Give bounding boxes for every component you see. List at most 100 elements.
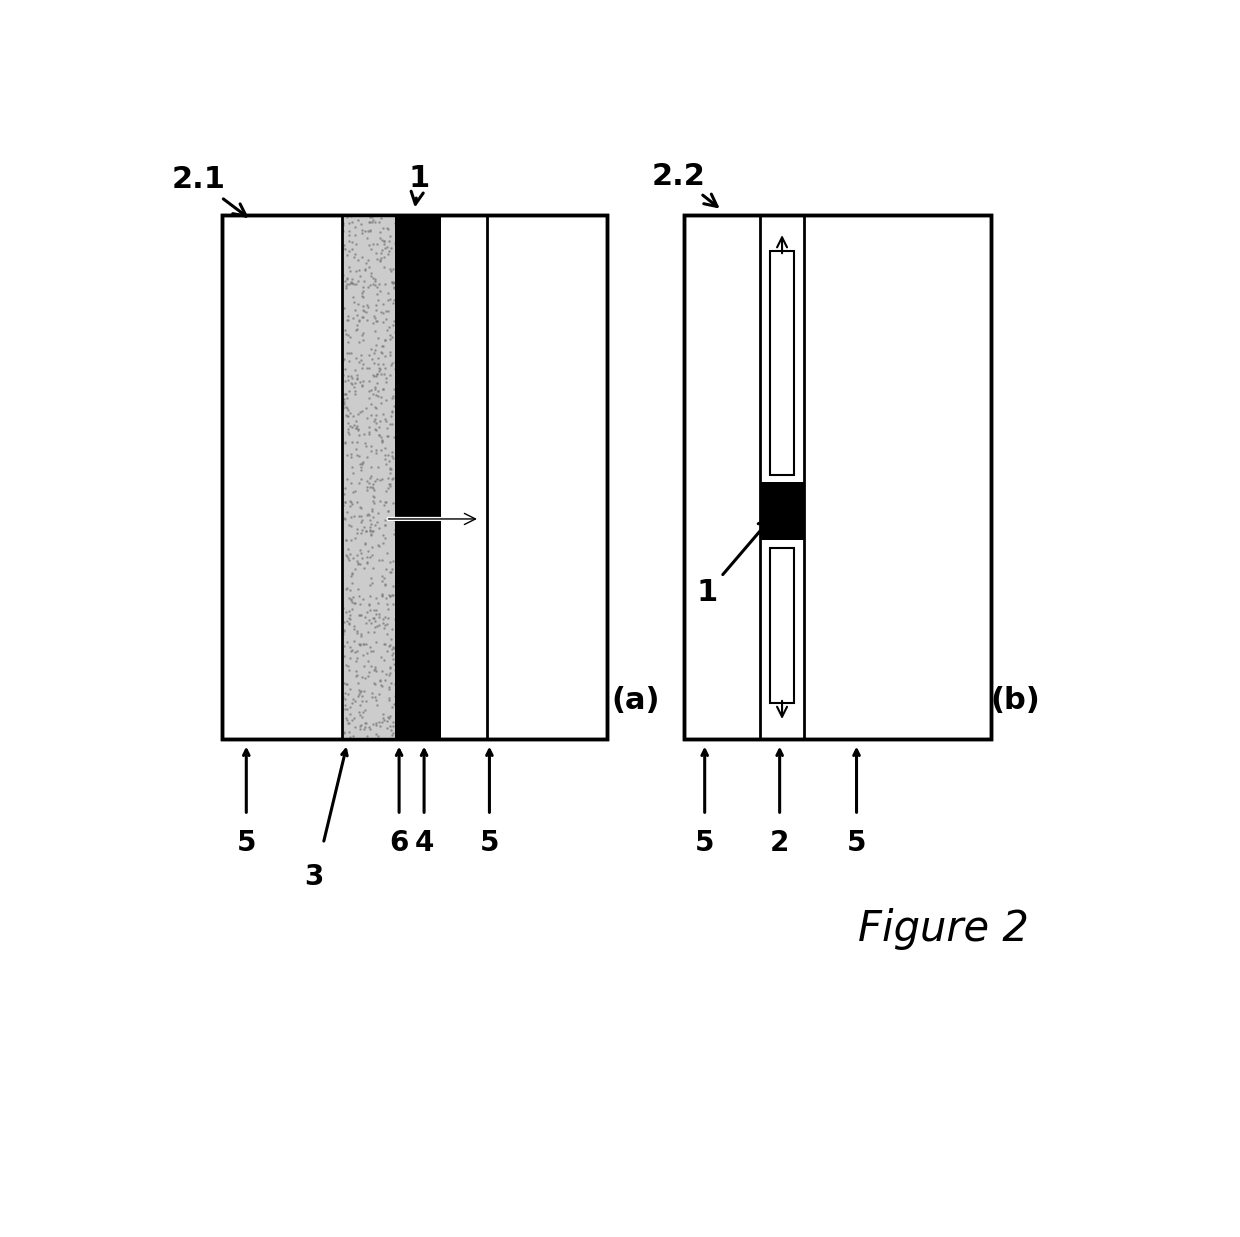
- Point: [341, 372, 361, 392]
- Point: [346, 651, 366, 670]
- Point: [378, 445, 398, 465]
- Point: [339, 275, 358, 294]
- Point: [366, 690, 386, 710]
- Point: [334, 398, 353, 418]
- Point: [381, 716, 401, 736]
- Point: [336, 709, 356, 729]
- Text: (b): (b): [991, 687, 1040, 715]
- Point: [332, 397, 352, 417]
- Point: [340, 610, 360, 630]
- Point: [350, 719, 370, 738]
- Point: [363, 714, 383, 734]
- Point: [340, 726, 360, 746]
- Point: [336, 276, 356, 296]
- Point: [384, 359, 404, 379]
- Point: [337, 502, 357, 522]
- Point: [351, 506, 371, 526]
- Point: [347, 306, 367, 325]
- Point: [372, 675, 392, 695]
- Point: [377, 711, 397, 731]
- Point: [334, 365, 353, 385]
- Point: [342, 406, 362, 426]
- Point: [356, 700, 376, 720]
- Point: [357, 294, 377, 314]
- Point: [334, 646, 353, 666]
- Point: [373, 496, 393, 516]
- Point: [379, 365, 399, 385]
- Point: [340, 637, 360, 657]
- Point: [370, 518, 389, 538]
- Point: [362, 688, 382, 708]
- Point: [347, 491, 367, 511]
- Point: [357, 448, 377, 468]
- Point: [337, 546, 357, 565]
- Point: [381, 261, 401, 281]
- Point: [368, 726, 388, 746]
- Point: [341, 447, 361, 466]
- Point: [337, 578, 357, 597]
- Point: [370, 604, 389, 623]
- Point: [336, 656, 356, 675]
- Point: [350, 261, 370, 281]
- Point: [367, 374, 387, 393]
- Point: [351, 541, 371, 560]
- Point: [368, 289, 388, 309]
- Point: [373, 609, 393, 628]
- Point: [346, 218, 366, 238]
- Point: [336, 531, 356, 550]
- Point: [384, 520, 404, 539]
- Point: [362, 263, 382, 283]
- Point: [356, 521, 376, 541]
- Point: [355, 260, 374, 280]
- Point: [376, 454, 396, 474]
- Point: [360, 468, 379, 487]
- Point: [379, 585, 399, 605]
- Point: [360, 473, 379, 492]
- Point: [352, 283, 372, 303]
- Point: [368, 458, 388, 477]
- Point: [365, 611, 384, 631]
- Point: [360, 520, 379, 539]
- Point: [370, 221, 389, 241]
- Point: [334, 349, 353, 369]
- Point: [353, 589, 373, 609]
- Point: [378, 291, 398, 310]
- Point: [342, 564, 362, 584]
- Point: [351, 543, 371, 563]
- Point: [382, 585, 402, 605]
- Point: [374, 670, 394, 690]
- Point: [372, 240, 392, 260]
- Point: [337, 406, 357, 426]
- Point: [371, 365, 391, 385]
- Point: [372, 661, 392, 680]
- Point: [351, 605, 371, 625]
- Point: [358, 622, 378, 642]
- Point: [361, 440, 381, 460]
- Point: [345, 275, 365, 294]
- Point: [382, 725, 402, 745]
- Point: [357, 357, 377, 377]
- Point: [379, 636, 399, 656]
- Point: [372, 440, 392, 460]
- Point: [383, 585, 403, 605]
- Point: [337, 275, 357, 294]
- Point: [371, 208, 391, 228]
- Point: [350, 310, 370, 330]
- Point: [340, 648, 360, 668]
- Point: [378, 474, 398, 494]
- Point: [381, 414, 401, 434]
- Point: [386, 610, 405, 630]
- Point: [339, 601, 358, 621]
- Point: [376, 492, 396, 512]
- Point: [378, 468, 398, 487]
- Point: [342, 374, 362, 393]
- Point: [365, 307, 384, 327]
- Point: [339, 225, 358, 245]
- Point: [366, 409, 386, 429]
- Point: [346, 593, 366, 612]
- Point: [339, 548, 358, 568]
- Point: [373, 708, 393, 727]
- Point: [378, 219, 398, 239]
- Point: [343, 246, 363, 266]
- Point: [358, 388, 378, 408]
